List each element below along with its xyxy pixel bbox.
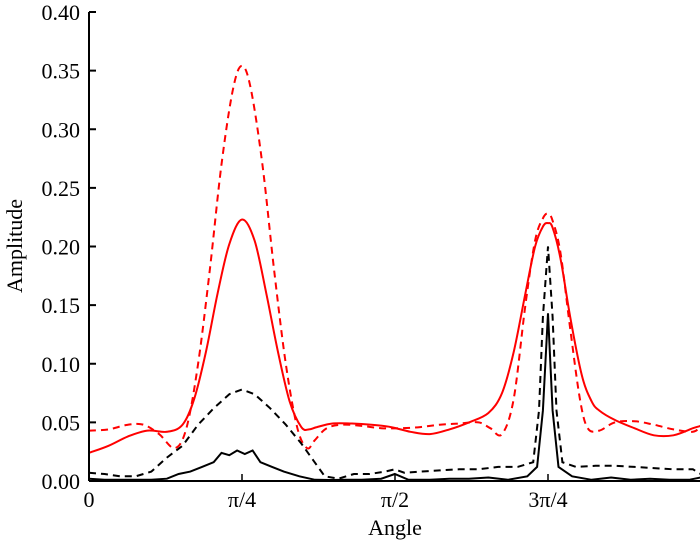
series-red-solid: [88, 218, 700, 454]
y-tick-label: 0.15: [42, 293, 81, 318]
y-axis-title: Amplitude: [2, 199, 27, 293]
x-tick-label: 3π/4: [528, 487, 567, 512]
x-tick-label: π/4: [228, 487, 256, 512]
y-axis-ticks: 0.00 0.05 0.10 0.15 0.20 0.25 0.30 0.35 0.40: [42, 0, 96, 494]
x-tick-label: π/2: [381, 487, 409, 512]
x-axis-ticks: 0 π/4 π/2 3π/4: [84, 474, 568, 512]
y-tick-label: 0.05: [42, 410, 81, 435]
series-layer: [88, 64, 700, 482]
y-tick-label: 0.40: [42, 0, 81, 25]
y-tick-label: 0.00: [42, 469, 81, 494]
y-tick-label: 0.20: [42, 235, 81, 260]
x-axis-title: Angle: [368, 515, 422, 540]
axes: [88, 12, 700, 482]
series-black-solid: [88, 313, 700, 482]
y-tick-label: 0.25: [42, 176, 81, 201]
series-red-dashed: [88, 64, 700, 450]
y-tick-label: 0.10: [42, 352, 81, 377]
y-tick-label: 0.35: [42, 59, 81, 84]
x-tick-label: 0: [84, 487, 95, 512]
y-tick-label: 0.30: [42, 117, 81, 142]
series-black-dashed: [88, 246, 700, 480]
